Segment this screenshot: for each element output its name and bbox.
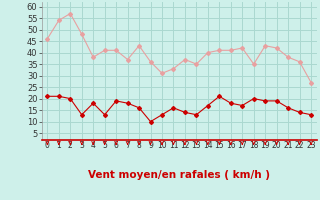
X-axis label: Vent moyen/en rafales ( km/h ): Vent moyen/en rafales ( km/h ) <box>88 170 270 180</box>
